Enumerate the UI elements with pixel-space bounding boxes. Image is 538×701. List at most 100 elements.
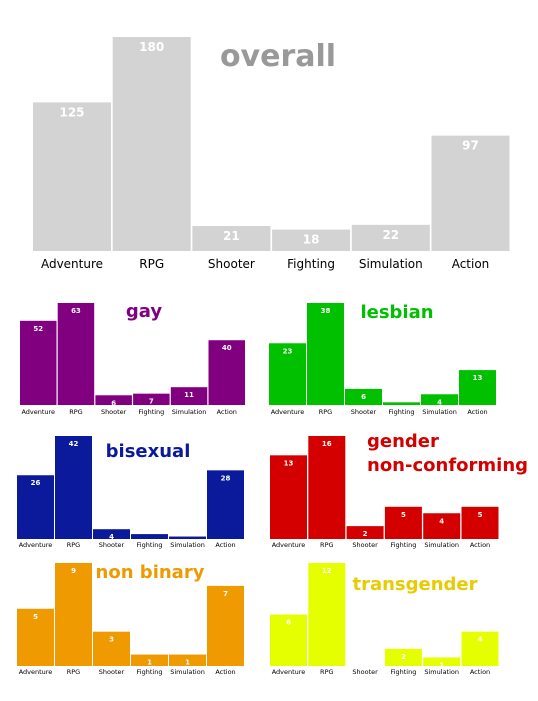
bar-adventure (20, 320, 57, 405)
value-label: 1 (185, 659, 190, 667)
chart-title: overall (220, 39, 336, 74)
chart-title: transgender (352, 574, 477, 595)
bar-action (461, 506, 499, 539)
chart-title: bisexual (106, 441, 191, 462)
value-label: 6 (111, 399, 116, 407)
value-label: 28 (221, 474, 231, 482)
bar-adventure (269, 343, 306, 405)
chart-title: non binary (96, 562, 205, 583)
category-label: Shooter (101, 408, 127, 416)
category-label: Fighting (287, 257, 335, 271)
value-label: 1 (185, 541, 190, 549)
bar-fighting (384, 648, 422, 666)
value-label: 5 (401, 511, 406, 519)
value-label: 7 (223, 590, 228, 598)
chart-non-binary: 5Adventure9RPG3Shooter1Fighting1Simulati… (17, 562, 244, 676)
value-label: 21 (223, 229, 240, 243)
bar-fighting (383, 402, 420, 405)
category-label: Simulation (424, 668, 459, 676)
category-label: Action (215, 668, 235, 676)
value-label: 3 (109, 636, 114, 644)
value-label: 13 (473, 374, 483, 382)
category-label: RPG (67, 541, 80, 549)
value-label: 52 (33, 325, 43, 333)
chart-title: lesbian (360, 302, 433, 323)
bar-simulation (423, 657, 461, 666)
bar-shooter (93, 631, 130, 666)
category-label: Simulation (172, 408, 207, 416)
category-label: RPG (139, 257, 164, 271)
category-label: RPG (320, 541, 333, 549)
bar-simulation (423, 513, 461, 539)
value-label: 7 (149, 398, 154, 406)
bar-rpg (308, 436, 346, 539)
bar-simulation (169, 654, 206, 666)
bar-action (431, 135, 510, 251)
category-label: Simulation (359, 257, 423, 271)
bar-adventure (270, 455, 307, 539)
value-label: 5 (33, 613, 38, 621)
bar-action (461, 631, 499, 666)
bar-action (207, 585, 244, 666)
category-label: Adventure (19, 541, 53, 549)
chart-title: non-conforming (367, 455, 528, 476)
bar-shooter (95, 395, 132, 405)
chart-transgender: 6 Adventure 12 RPG Shooter 2 Fighting 1Simulati… (270, 563, 499, 676)
category-label: RPG (69, 408, 82, 416)
value-label: 2 (363, 530, 368, 538)
bar-shooter (345, 388, 382, 405)
bar-fighting (131, 654, 168, 666)
category-label: Simulation (170, 541, 205, 549)
bar-rpg (55, 436, 92, 539)
bar-action (208, 340, 245, 405)
category-label: Adventure (272, 541, 306, 549)
value-label: 2 (147, 538, 152, 546)
category-label: Shooter (208, 257, 255, 271)
value-label: 4 (478, 636, 483, 644)
category-label: Fighting (138, 408, 164, 416)
bar-rpg (55, 563, 92, 666)
category-label: RPG (320, 668, 333, 676)
bar-fighting (384, 506, 422, 539)
category-label: Simulation (422, 408, 457, 416)
bar-shooter (192, 226, 271, 251)
value-label: 13 (284, 459, 294, 467)
bar-simulation (170, 387, 208, 405)
category-label: Shooter (352, 668, 378, 676)
value-label: 6 (286, 619, 291, 627)
category-label: Adventure (21, 408, 55, 416)
category-label: Action (470, 541, 490, 549)
category-label: RPG (319, 408, 332, 416)
bar-adventure (270, 614, 307, 666)
category-label: Fighting (137, 541, 163, 549)
value-label: 9 (71, 567, 76, 575)
value-label: 180 (139, 40, 164, 54)
category-label: RPG (67, 668, 80, 676)
bar-shooter (93, 529, 130, 539)
value-label: 6 (361, 393, 366, 401)
value-label: 42 (69, 440, 79, 448)
bar-fighting (131, 534, 168, 539)
bar-adventure (17, 608, 54, 666)
value-label: 4 (437, 398, 442, 406)
value-label: 5 (478, 511, 483, 519)
category-label: Shooter (99, 541, 125, 549)
category-label: Fighting (390, 541, 416, 549)
bar-rpg (57, 303, 95, 405)
category-label: Action (470, 668, 490, 676)
bar-adventure (17, 475, 54, 539)
category-label: Simulation (170, 668, 205, 676)
value-label: 2 (401, 653, 406, 661)
chart-title: gender (367, 431, 439, 452)
category-label: Shooter (351, 408, 377, 416)
category-label: Adventure (19, 668, 53, 676)
bar-rpg (308, 563, 346, 666)
category-label: Adventure (271, 408, 305, 416)
value-label: 4 (109, 533, 114, 541)
value-label: 11 (184, 391, 194, 399)
value-label: 63 (71, 307, 81, 315)
category-label: Fighting (390, 668, 416, 676)
